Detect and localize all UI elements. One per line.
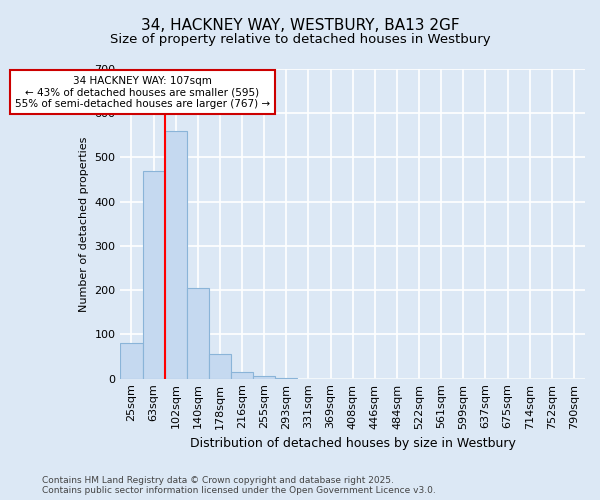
Text: 34, HACKNEY WAY, WESTBURY, BA13 2GF: 34, HACKNEY WAY, WESTBURY, BA13 2GF [140,18,460,32]
Y-axis label: Number of detached properties: Number of detached properties [79,136,89,312]
Bar [187,288,209,378]
Bar [253,376,275,378]
Bar [231,372,253,378]
X-axis label: Distribution of detached houses by size in Westbury: Distribution of detached houses by size … [190,437,515,450]
Text: Contains HM Land Registry data © Crown copyright and database right 2025.
Contai: Contains HM Land Registry data © Crown c… [42,476,436,495]
Bar [209,354,231,378]
Text: 34 HACKNEY WAY: 107sqm
← 43% of detached houses are smaller (595)
55% of semi-de: 34 HACKNEY WAY: 107sqm ← 43% of detached… [15,76,270,109]
Bar [121,344,143,378]
Text: Size of property relative to detached houses in Westbury: Size of property relative to detached ho… [110,32,490,46]
Bar [143,171,164,378]
Bar [164,131,187,378]
